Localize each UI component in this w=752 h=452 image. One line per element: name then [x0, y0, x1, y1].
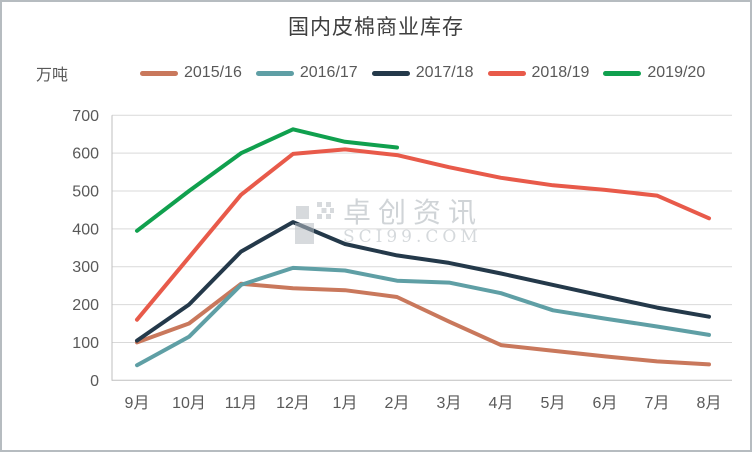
x-tick-label: 9月	[125, 395, 150, 412]
legend-swatch	[487, 70, 526, 76]
y-tick-label: 300	[72, 259, 99, 276]
legend-item-2015-16: 2015/16	[140, 64, 242, 82]
watermark-logo-icon	[295, 202, 334, 244]
y-tick-label: 100	[72, 335, 99, 352]
watermark-url: SCI99.COM	[343, 227, 482, 248]
legend-item-2019-20: 2019/20	[603, 64, 705, 82]
y-tick-label: 500	[72, 184, 99, 201]
series-line-2016-17	[135, 265, 711, 368]
chart-title: 国内皮棉商业库存	[288, 15, 464, 39]
legend-label: 2016/17	[299, 64, 358, 81]
y-axis-unit-label: 万吨	[36, 67, 69, 84]
legend-swatch	[371, 70, 410, 76]
legend-item-2018-19: 2018/19	[487, 64, 590, 82]
x-tick-label: 7月	[645, 395, 670, 412]
legend-label: 2017/18	[415, 64, 474, 81]
series-line-2018-19	[135, 147, 711, 322]
series-line-2019-20	[135, 127, 399, 233]
series-line-2015-16	[135, 281, 711, 367]
legend-label: 2015/16	[184, 64, 242, 81]
legend-label: 2018/19	[531, 64, 590, 81]
x-tick-label: 2月	[385, 395, 410, 412]
x-tick-label: 4月	[489, 395, 514, 412]
y-tick-label: 200	[72, 297, 99, 314]
x-tick-label: 11月	[225, 395, 258, 412]
legend-label: 2019/20	[647, 64, 706, 81]
legend-item-2017-18: 2017/18	[371, 64, 474, 82]
y-tick-label: 0	[90, 373, 99, 390]
watermark-brand: 卓创资讯	[343, 197, 484, 228]
x-tick-label: 8月	[697, 395, 722, 412]
x-tick-label: 10月	[172, 395, 206, 412]
series-line-2017-18	[135, 220, 711, 343]
legend-swatch	[255, 70, 294, 76]
y-tick-label: 600	[72, 146, 99, 163]
x-tick-label: 1月	[333, 395, 358, 412]
legend-item-2016-17: 2016/17	[255, 64, 358, 82]
x-tick-label: 3月	[437, 395, 462, 412]
legend-swatch	[603, 70, 642, 76]
chart-legend: 2015/16 2016/17 2017/18 2018/19 2019/20	[140, 64, 705, 82]
legend-swatch	[140, 70, 178, 76]
x-tick-label: 6月	[593, 395, 618, 412]
x-tick-label: 12月	[276, 395, 310, 412]
y-tick-label: 400	[72, 221, 99, 238]
watermark-text: 卓创资讯 SCI99.COM	[343, 197, 484, 248]
watermark: 卓创资讯 SCI99.COM	[295, 198, 483, 248]
x-tick-label: 5月	[541, 395, 566, 412]
y-tick-label: 700	[72, 108, 99, 125]
